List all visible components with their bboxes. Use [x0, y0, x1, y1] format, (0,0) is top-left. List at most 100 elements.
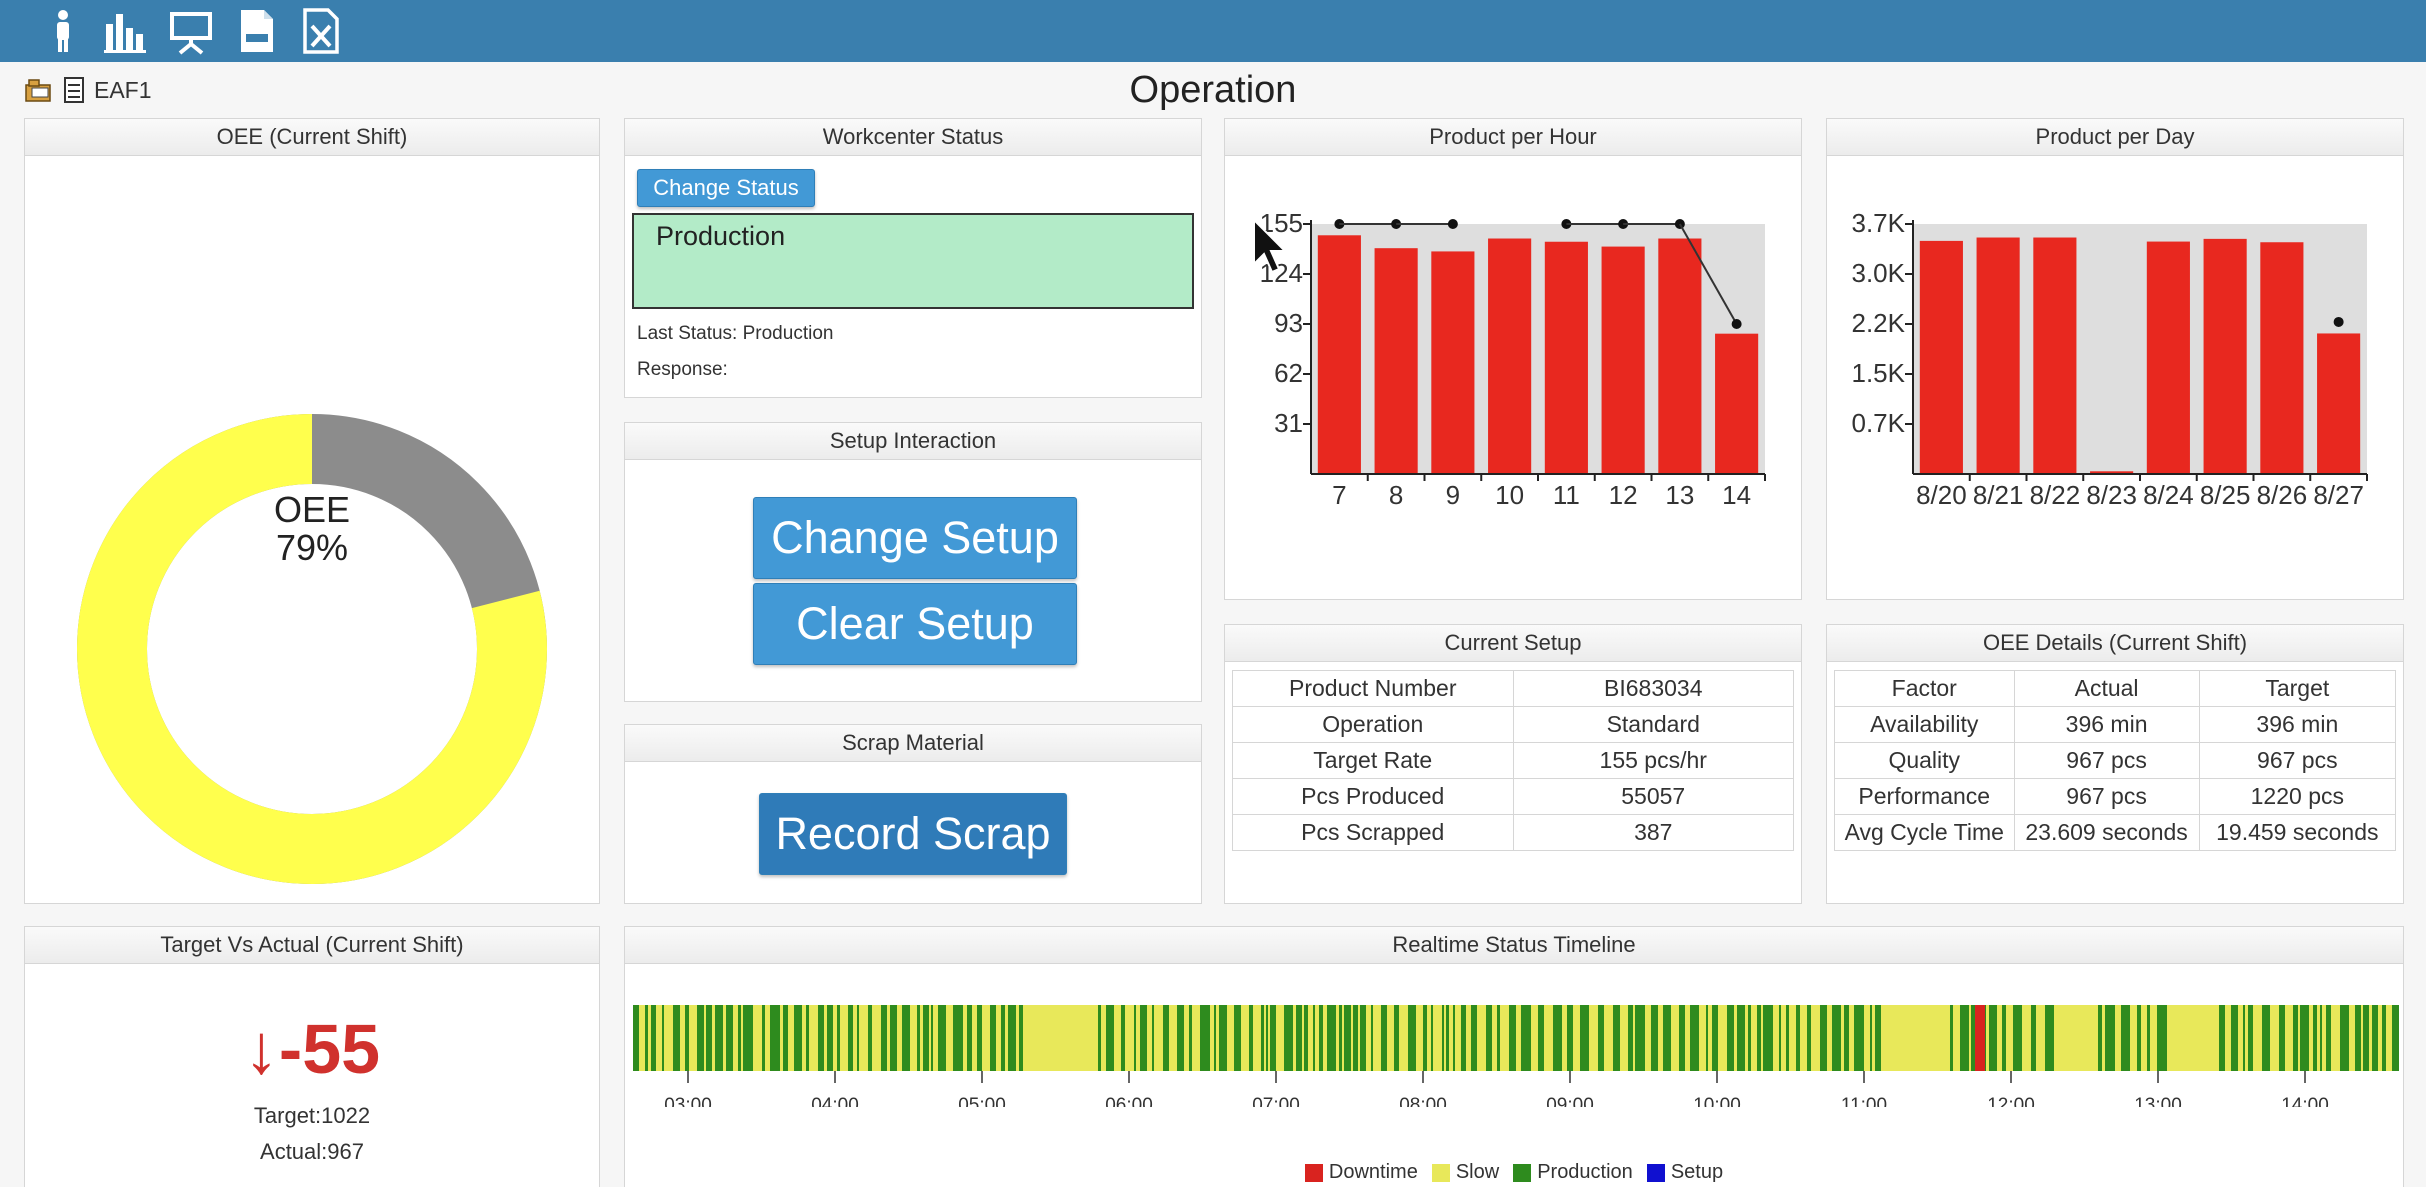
product-per-day-panel: Product per Day 3.7K 3.0K 2.2K 1.5K 0.7K 8/20…	[1826, 118, 2404, 600]
x-tick-label: 10	[1495, 480, 1524, 510]
bar	[1976, 237, 2020, 474]
production-segment	[931, 1005, 933, 1071]
cell: 396 min	[2198, 706, 2397, 743]
production-segment	[2105, 1005, 2115, 1071]
bar	[1374, 248, 1418, 474]
top-toolbar	[0, 0, 2426, 62]
production-segment	[1270, 1005, 1276, 1071]
production-segment	[1442, 1005, 1444, 1071]
production-segment	[1344, 1005, 1351, 1071]
production-segment	[2031, 1005, 2036, 1071]
x-tick-label: 8	[1389, 480, 1403, 510]
change-status-button[interactable]: Change Status	[637, 169, 815, 207]
last-status-text: Last Status: Production	[637, 323, 834, 344]
bar	[2146, 241, 2190, 474]
time-tick-label: 11:00	[1841, 1095, 1887, 1107]
time-tick-label: 10:00	[1693, 1095, 1741, 1107]
legend-item: Setup	[1646, 1161, 1724, 1184]
excel-export-icon[interactable]	[296, 6, 346, 56]
y-tick-label: 3.0K	[1852, 258, 1906, 288]
oee-details-panel: OEE Details (Current Shift) Factor Actua…	[1826, 624, 2404, 904]
x-tick-label: 14	[1722, 480, 1751, 510]
production-segment	[2363, 1005, 2369, 1071]
y-tick-label: 124	[1260, 258, 1303, 288]
production-segment	[1497, 1005, 1500, 1071]
folder-icon[interactable]	[24, 75, 54, 105]
production-segment	[1019, 1005, 1023, 1071]
production-segment	[857, 1005, 859, 1071]
workcenter-status-panel: Workcenter Status Change Status Producti…	[624, 118, 1202, 398]
production-segment	[2313, 1005, 2317, 1071]
timeline-panel: Realtime Status Timeline 03:00 04:00 05:00…	[624, 926, 2404, 1187]
time-tick-label: 04:00	[811, 1095, 859, 1107]
production-segment	[1261, 1005, 1264, 1071]
record-scrap-button[interactable]: Record Scrap	[759, 793, 1067, 875]
change-setup-button[interactable]: Change Setup	[753, 497, 1077, 579]
cell: 967 pcs	[2013, 742, 2200, 779]
bar	[2203, 238, 2247, 474]
production-segment	[938, 1005, 946, 1071]
production-segment	[1779, 1005, 1781, 1071]
production-segment	[1598, 1005, 1604, 1071]
x-tick-label: 9	[1446, 480, 1460, 510]
cell: Performance	[1834, 778, 2015, 815]
cell: Quality	[1834, 742, 2015, 779]
production-segment	[1706, 1005, 1708, 1071]
oee-achieved-ring	[77, 414, 547, 884]
bar-chart-icon[interactable]	[100, 6, 150, 56]
cell: 967 pcs	[2013, 778, 2200, 815]
production-segment	[1339, 1005, 1342, 1071]
x-tick-label: 11	[1553, 480, 1580, 510]
row-label: Pcs Scrapped	[1232, 814, 1514, 851]
production-segment	[1008, 1005, 1016, 1071]
production-segment	[967, 1005, 972, 1071]
legend-label: Setup	[1670, 1161, 1724, 1183]
production-segment	[1234, 1005, 1241, 1071]
production-segment	[1189, 1005, 1192, 1071]
production-segment	[706, 1005, 712, 1071]
header-cell: Target	[2198, 670, 2397, 707]
legend-swatch	[1304, 1163, 1323, 1182]
production-segment	[848, 1005, 853, 1071]
production-segment	[1327, 1005, 1336, 1071]
production-segment	[673, 1005, 680, 1071]
bar	[1431, 251, 1475, 474]
time-tick-label: 03:00	[664, 1095, 712, 1107]
legend-item: Slow	[1431, 1161, 1499, 1184]
production-segment	[1446, 1005, 1449, 1071]
y-tick-label: 2.2K	[1852, 308, 1906, 338]
workcenter-name[interactable]: EAF1	[94, 76, 152, 103]
production-segment	[2293, 1005, 2298, 1071]
production-segment	[726, 1005, 733, 1071]
bar	[2260, 242, 2304, 474]
table-row: Product Number BI683034	[1232, 670, 1794, 707]
cell: 19.459 seconds	[2198, 814, 2397, 851]
clear-setup-button[interactable]: Clear Setup	[753, 583, 1077, 665]
operator-icon[interactable]	[38, 6, 88, 56]
panel-title: OEE (Current Shift)	[25, 119, 599, 156]
production-segment	[1613, 1005, 1620, 1071]
current-setup-table: Product Number BI683034 Operation Standard…	[1232, 670, 1794, 851]
production-segment	[662, 1005, 664, 1071]
row-label: Operation	[1232, 706, 1514, 743]
difference-display: ↓-55	[25, 1009, 599, 1089]
bar	[1919, 240, 1963, 474]
table-row: Availability 396 min 396 min	[1834, 706, 2397, 743]
production-segment	[1553, 1005, 1562, 1071]
table-row: Target Rate 155 pcs/hr	[1232, 742, 1794, 779]
production-segment	[902, 1005, 910, 1071]
production-segment	[1177, 1005, 1184, 1071]
production-segment	[837, 1005, 840, 1071]
cell: 396 min	[2013, 706, 2200, 743]
production-segment	[1727, 1005, 1734, 1071]
production-segment	[1567, 1005, 1573, 1071]
x-tick-label: 7	[1332, 480, 1346, 510]
production-segment	[1960, 1005, 1969, 1071]
table-row: Avg Cycle Time 23.609 seconds 19.459 secon…	[1834, 814, 2397, 851]
y-tick-label: 3.7K	[1852, 208, 1906, 238]
cell: 1220 pcs	[2198, 778, 2397, 815]
log-icon[interactable]	[232, 6, 282, 56]
production-segment	[1163, 1005, 1169, 1071]
presentation-icon[interactable]	[166, 6, 216, 56]
